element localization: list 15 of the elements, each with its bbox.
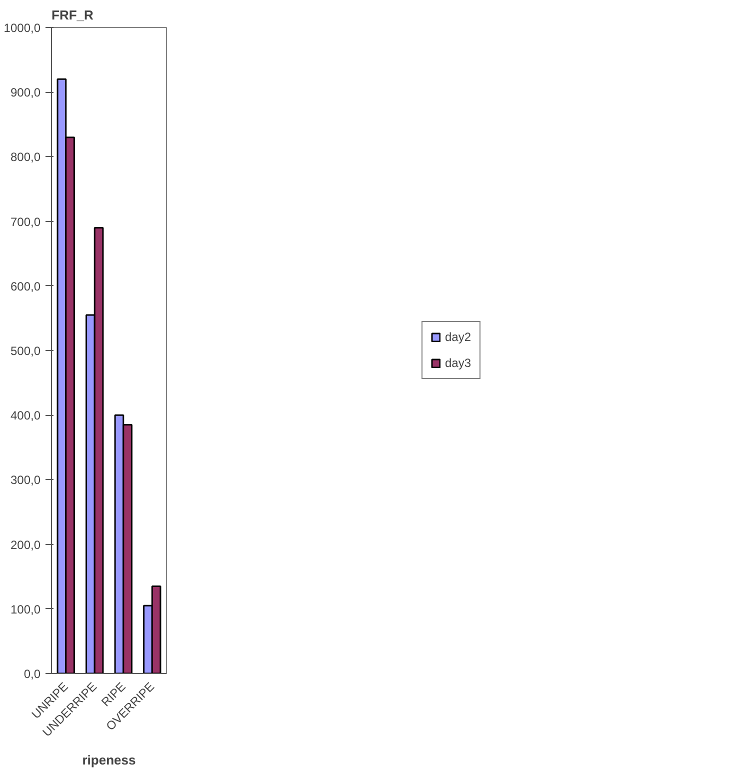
y-tick-label: 900,0 <box>10 86 41 100</box>
chart-title: FRF_R <box>52 8 94 22</box>
y-tick-label: 400,0 <box>10 408 41 423</box>
y-tick-label: 800,0 <box>10 150 41 164</box>
y-tick-label: 1000,0 <box>4 21 41 35</box>
y-tick-label: 200,0 <box>10 538 41 552</box>
y-tick-label: 0,0 <box>24 667 41 681</box>
legend-label: day3 <box>444 356 472 370</box>
y-tick-label: 100,0 <box>10 602 41 616</box>
y-tick-label: 500,0 <box>10 344 41 358</box>
y-tick-label: 600,0 <box>10 279 41 294</box>
x-axis-title: ripeness <box>82 752 136 768</box>
y-tick-label: 700,0 <box>10 214 41 229</box>
y-tick-label: 300,0 <box>10 473 41 488</box>
legend-label: day2 <box>444 330 472 344</box>
